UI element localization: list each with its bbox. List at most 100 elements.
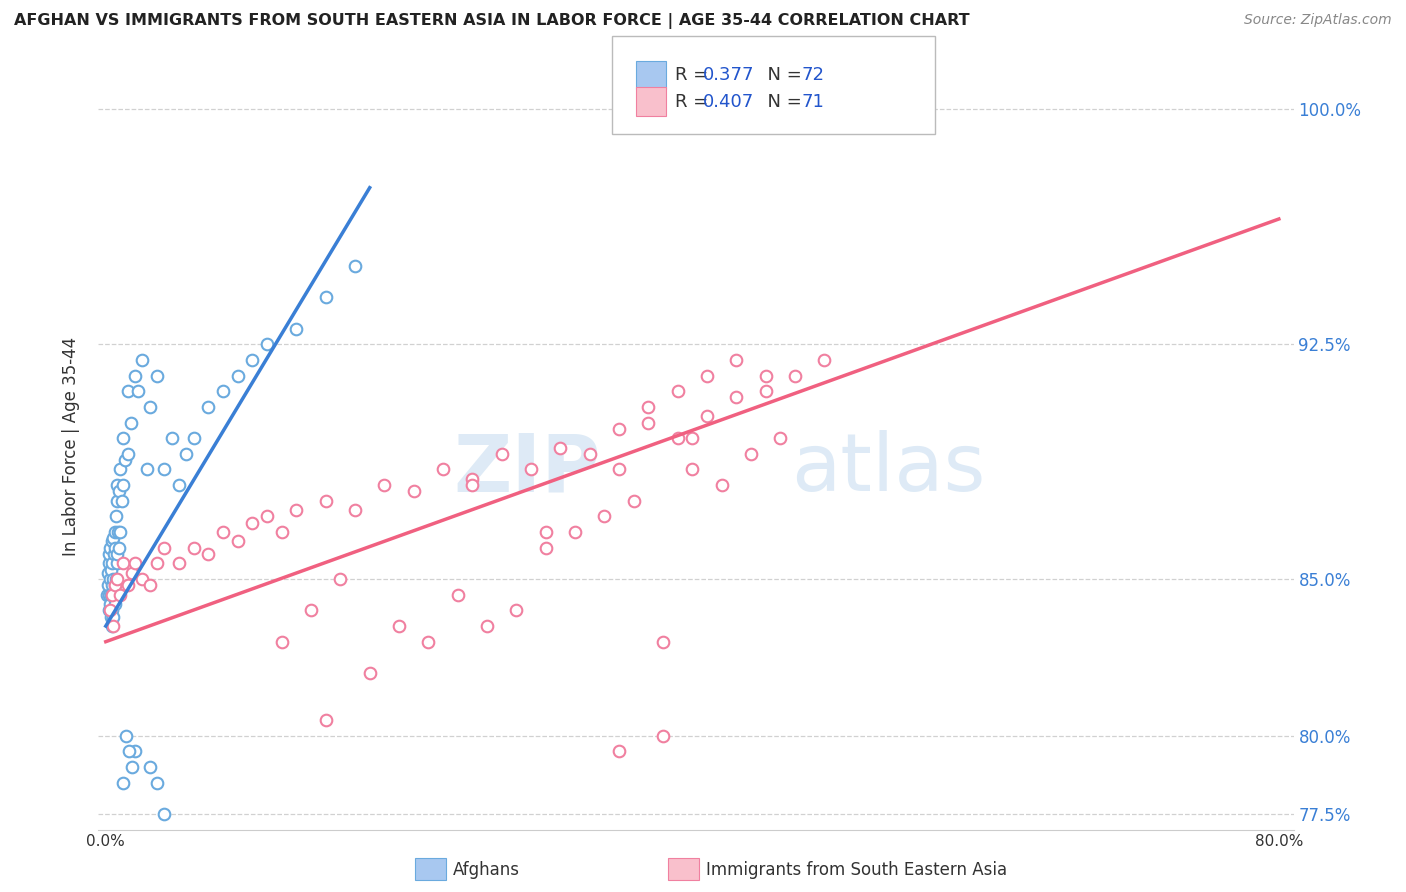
Point	[242, 516, 264, 530]
Point	[97, 566, 120, 580]
Point	[117, 447, 139, 461]
Point	[607, 462, 630, 476]
Point	[329, 572, 352, 586]
Point	[710, 478, 733, 492]
Point	[534, 525, 557, 540]
Point	[623, 493, 645, 508]
Point	[114, 453, 136, 467]
Point	[103, 588, 125, 602]
Point	[505, 603, 527, 617]
Point	[131, 352, 153, 367]
Point	[212, 525, 235, 540]
Point	[402, 484, 425, 499]
Point	[103, 547, 125, 561]
Y-axis label: In Labor Force | Age 35-44: In Labor Force | Age 35-44	[62, 336, 80, 556]
Point	[105, 557, 128, 571]
Point	[112, 478, 135, 492]
Point	[139, 400, 162, 414]
Point	[100, 588, 122, 602]
Point	[315, 713, 337, 727]
Point	[285, 503, 308, 517]
Point	[115, 729, 138, 743]
Point	[103, 541, 125, 555]
Point	[299, 603, 322, 617]
Point	[696, 409, 718, 424]
Point	[98, 603, 121, 617]
Point	[285, 321, 308, 335]
Point	[100, 534, 122, 549]
Point	[696, 368, 718, 383]
Point	[242, 352, 264, 367]
Point	[652, 729, 675, 743]
Point	[167, 557, 190, 571]
Point	[127, 384, 149, 399]
Point	[117, 578, 139, 592]
Text: N =: N =	[756, 93, 808, 111]
Point	[97, 588, 120, 602]
Point	[153, 541, 176, 555]
Point	[112, 431, 135, 445]
Point	[96, 588, 118, 602]
Point	[226, 368, 249, 383]
Point	[101, 619, 124, 633]
Point	[112, 557, 135, 571]
Point	[226, 534, 249, 549]
Text: Source: ZipAtlas.com: Source: ZipAtlas.com	[1244, 13, 1392, 28]
Point	[183, 431, 205, 445]
Text: AFGHAN VS IMMIGRANTS FROM SOUTH EASTERN ASIA IN LABOR FORCE | AGE 35-44 CORRELAT: AFGHAN VS IMMIGRANTS FROM SOUTH EASTERN …	[14, 13, 970, 29]
Point	[666, 431, 689, 445]
Point	[578, 447, 600, 461]
Point	[100, 578, 122, 592]
Point	[607, 744, 630, 758]
Point	[520, 462, 543, 476]
Point	[315, 290, 337, 304]
Point	[135, 462, 157, 476]
Point	[110, 588, 132, 602]
Point	[101, 609, 124, 624]
Point	[105, 493, 128, 508]
Point	[124, 744, 146, 758]
Point	[108, 541, 131, 555]
Point	[139, 578, 162, 592]
Text: ZIP: ZIP	[453, 430, 600, 508]
Point	[491, 447, 513, 461]
Point	[101, 532, 124, 546]
Point	[534, 541, 557, 555]
Text: Afghans: Afghans	[453, 861, 520, 879]
Point	[100, 588, 122, 602]
Point	[666, 384, 689, 399]
Point	[124, 368, 146, 383]
Text: atlas: atlas	[792, 430, 986, 508]
Point	[107, 547, 129, 561]
Point	[124, 557, 146, 571]
Point	[652, 634, 675, 648]
Point	[111, 493, 134, 508]
Text: 71: 71	[801, 93, 824, 111]
Point	[104, 525, 127, 540]
Point	[681, 431, 703, 445]
Point	[100, 563, 122, 577]
Point	[101, 572, 124, 586]
Point	[100, 619, 122, 633]
Point	[344, 503, 367, 517]
Point	[550, 441, 572, 455]
Point	[461, 472, 484, 486]
Point	[212, 384, 235, 399]
Text: 72: 72	[801, 66, 824, 84]
Point	[447, 588, 470, 602]
Point	[153, 462, 176, 476]
Point	[373, 478, 395, 492]
Text: R =: R =	[675, 66, 714, 84]
Point	[475, 619, 498, 633]
Point	[117, 384, 139, 399]
Text: 0.407: 0.407	[703, 93, 754, 111]
Point	[98, 541, 121, 555]
Point	[637, 400, 659, 414]
Point	[146, 557, 169, 571]
Point	[98, 547, 121, 561]
Text: Immigrants from South Eastern Asia: Immigrants from South Eastern Asia	[706, 861, 1007, 879]
Point	[270, 525, 292, 540]
Point	[101, 557, 124, 571]
Point	[131, 572, 153, 586]
Point	[769, 431, 792, 445]
